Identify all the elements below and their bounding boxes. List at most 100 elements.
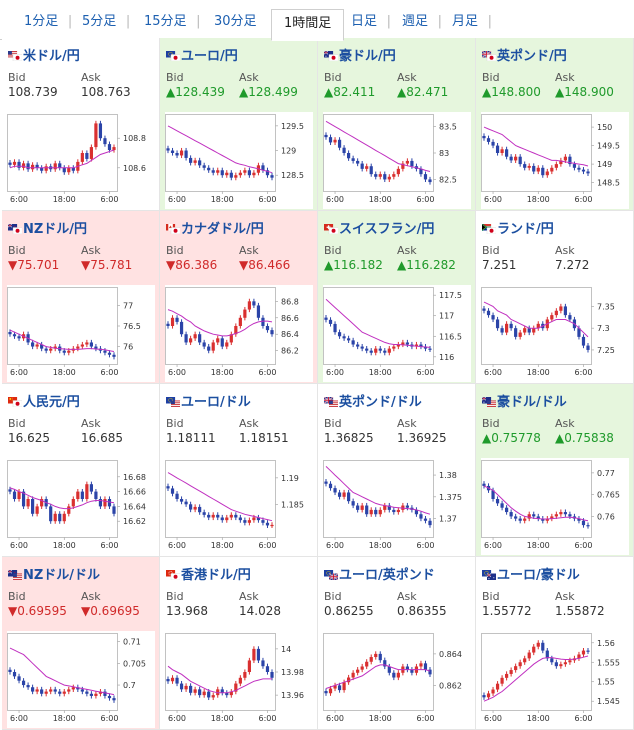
candle-body: [514, 156, 518, 161]
bid-value: ▲128.439: [166, 85, 225, 99]
price-chart[interactable]: 0.77 0.765 0.76 6:00 18:00 6:00: [481, 458, 629, 555]
pair-name-link[interactable]: ユーロ/英ポンド: [324, 564, 435, 583]
candle-body: [261, 520, 265, 523]
price-chart[interactable]: 108.8 108.6 6:00 18:00 6:00: [7, 112, 155, 209]
candle-body: [577, 328, 581, 337]
ask-label: Ask: [81, 417, 101, 430]
ask-label: Ask: [81, 71, 101, 84]
pair-name-link[interactable]: NZドル/ドル: [8, 564, 100, 583]
candle-body: [414, 344, 419, 347]
candlestick-chart: 86.8 86.6 86.4 86.2 6:00 18:00 6:00: [165, 287, 299, 377]
moving-average-line: [9, 487, 115, 510]
candle-body: [44, 691, 48, 694]
tab-1min[interactable]: 1分足: [20, 11, 73, 33]
candle-body: [225, 342, 229, 347]
candle-body: [35, 164, 39, 168]
price-chart[interactable]: 0.864 0.862 6:00 18:00 6:00: [323, 631, 471, 728]
price-chart[interactable]: 1.38 1.375 1.37 6:00 18:00 6:00: [323, 458, 471, 555]
tab-5min[interactable]: 5分足: [78, 11, 131, 33]
y-tick-label: 16.64: [123, 502, 146, 511]
y-tick-label: 7.25: [597, 346, 615, 355]
australia-japan-flag-icon: [324, 51, 338, 61]
tab-15min[interactable]: 15分足: [140, 11, 200, 33]
y-tick-label: 0.77: [597, 469, 615, 478]
x-tick-label: 6:00: [416, 541, 434, 550]
candle-body: [396, 672, 400, 678]
price-chart[interactable]: 129.5 129 128.5 6:00 18:00 6:00: [165, 112, 313, 209]
x-tick-label: 6:00: [416, 368, 434, 377]
pair-name-link[interactable]: 豪ドル/ドル: [482, 391, 567, 410]
candle-body: [44, 166, 48, 171]
candle-body: [8, 489, 12, 492]
candle-body: [220, 689, 224, 693]
pair-name-link[interactable]: 香港ドル/円: [166, 564, 251, 583]
candle-body: [495, 145, 500, 153]
tab-30min[interactable]: 30分足: [214, 14, 257, 29]
candle-body: [184, 334, 188, 343]
china-japan-flag-icon: [8, 397, 22, 407]
pair-name-link[interactable]: ランド/円: [482, 218, 554, 237]
tab-daily[interactable]: 日足: [347, 11, 391, 33]
pair-name-link[interactable]: ユーロ/ドル: [166, 391, 251, 410]
candle-body: [89, 693, 93, 696]
price-chart[interactable]: 7.35 7.3 7.25 6:00 18:00 6:00: [481, 285, 629, 382]
x-tick-label: 6:00: [100, 541, 118, 550]
candle-body: [67, 506, 71, 514]
candle-body: [270, 672, 274, 678]
pair-name-link[interactable]: カナダドル/円: [166, 218, 264, 237]
x-tick-label: 18:00: [53, 541, 76, 550]
candle-body: [518, 662, 522, 667]
candle-body: [189, 157, 193, 163]
candle-body: [369, 166, 373, 175]
price-chart[interactable]: 86.8 86.6 86.4 86.2 6:00 18:00 6:00: [165, 285, 313, 382]
y-tick-label: 16.68: [123, 473, 146, 482]
bid-value: 1.55772: [482, 604, 532, 618]
price-chart[interactable]: 117.5 117 116.5 116 6:00 18:00 6:00: [323, 285, 471, 382]
pair-name-link[interactable]: 英ポンド/円: [482, 45, 567, 64]
candle-body: [170, 488, 175, 494]
south-africa-japan-flag-icon: [482, 224, 496, 234]
y-tick-label: 149.5: [597, 142, 620, 151]
tab-monthly[interactable]: 月足: [448, 11, 492, 33]
pair-name-link[interactable]: ユーロ/豪ドル: [482, 564, 580, 583]
candle-body: [53, 163, 57, 170]
pair-name-link[interactable]: 人民元/円: [8, 391, 80, 410]
price-chart[interactable]: 1.56 1.555 1.55 1.545 6:00 18:00 6:00: [481, 631, 629, 728]
price-chart[interactable]: 0.71 0.705 0.7 6:00 18:00 6:00: [7, 631, 155, 728]
rate-tile: 香港ドル/円 Bid Ask 13.968 14.028 14 13.98 13.96 6:00…: [160, 557, 318, 730]
rate-tile: ユーロ/英ポンド Bid Ask 0.86255 0.86355 0.864 0.862 6:…: [318, 557, 476, 730]
pair-name-link[interactable]: NZドル/円: [8, 218, 87, 237]
price-chart[interactable]: 16.68 16.66 16.64 16.62 6:00 18:00 6:00: [7, 458, 155, 555]
price-chart[interactable]: 83.5 83 82.5 6:00 18:00 6:00: [323, 112, 471, 209]
candle-body: [12, 491, 17, 499]
price-chart[interactable]: 1.19 1.185 6:00 18:00 6:00: [165, 458, 313, 555]
candle-body: [392, 672, 396, 678]
candle-body: [184, 501, 188, 505]
candle-body: [198, 506, 202, 513]
pair-name-link[interactable]: スイスフラン/円: [324, 218, 434, 237]
rate-tile: NZドル/円 Bid Ask ▼75.701 ▼75.781 77 76.5 76 6:00 18…: [2, 211, 160, 384]
candle-body: [256, 648, 261, 661]
price-chart[interactable]: 14 13.98 13.96 6:00 18:00 6:00: [165, 631, 313, 728]
tab-weekly[interactable]: 週足: [398, 11, 442, 33]
candle-body: [383, 660, 387, 667]
candle-body: [365, 348, 369, 351]
tab-1hour[interactable]: 1時間足: [271, 9, 345, 41]
candle-body: [324, 317, 328, 320]
pair-name-link[interactable]: 英ポンド/ドル: [324, 391, 422, 410]
candle-body: [333, 488, 337, 493]
price-chart[interactable]: 150 149.5 149 148.5 6:00 18:00 6:00: [481, 112, 629, 209]
y-tick-label: 0.864: [439, 650, 462, 659]
pair-name-link[interactable]: 米ドル/円: [8, 45, 80, 64]
candle-body: [360, 505, 364, 510]
price-chart[interactable]: 77 76.5 76 6:00 18:00 6:00: [7, 285, 155, 382]
bid-label: Bid: [324, 71, 342, 84]
candle-body: [94, 346, 98, 349]
candle-body: [405, 505, 409, 508]
candle-body: [405, 666, 409, 670]
ask-value: ▼75.781: [81, 258, 133, 272]
pair-name-link[interactable]: 豪ドル/円: [324, 45, 396, 64]
pair-name-link[interactable]: ユーロ/円: [166, 45, 238, 64]
candle-body: [342, 682, 346, 691]
timeframe-tabs: 1分足 5分足 15分足 30分足 1時間足 日足 週足 月足: [0, 0, 634, 41]
